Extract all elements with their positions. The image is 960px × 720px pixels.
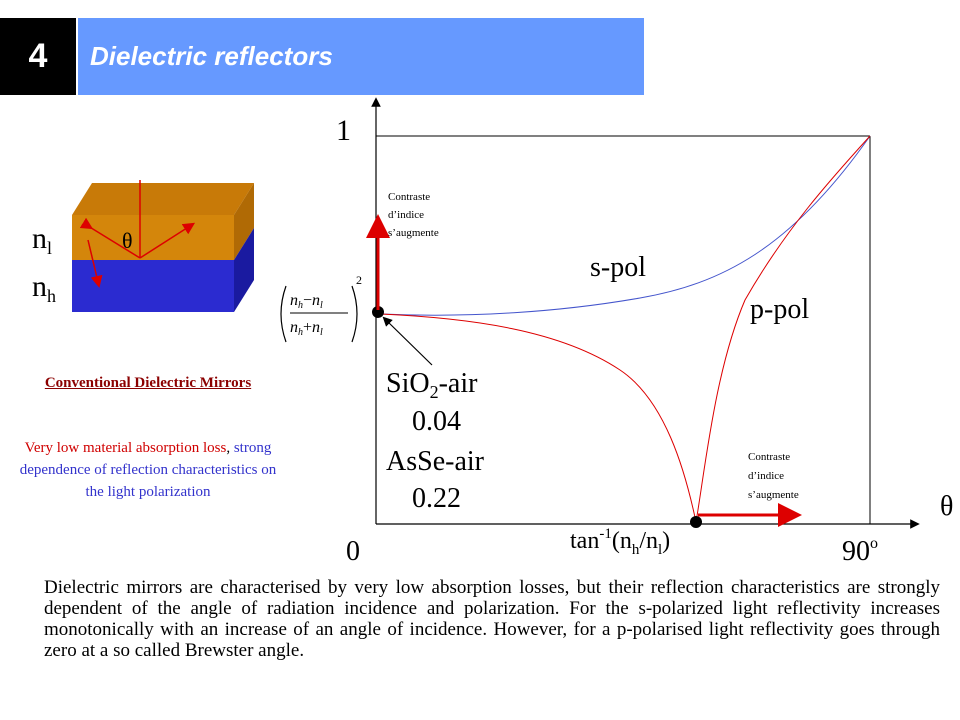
s-pol-label: s-pol: [590, 252, 646, 283]
slide-title: Dielectric reflectors: [78, 18, 644, 95]
y-max-label: 1: [336, 114, 351, 147]
svg-text:d’indice: d’indice: [748, 470, 784, 482]
caption-blue-text: strong dependence of reflection characte…: [19, 440, 277, 500]
x-end-label: 90o: [842, 535, 878, 567]
pointer-arrow: [382, 316, 433, 366]
svg-text:s’augmente: s’augmente: [388, 227, 439, 239]
normal-incidence-point: [372, 306, 384, 318]
svg-text:2: 2: [356, 273, 362, 287]
sio2-value: 0.04: [412, 406, 461, 437]
bottom-layer-side-face: [234, 228, 254, 312]
svg-text:d’indice: d’indice: [388, 209, 424, 221]
refracted-ray: [87, 239, 103, 288]
s-pol-curve: [379, 135, 871, 316]
caption-title: Conventional Dielectric Mirrors: [44, 375, 252, 391]
caption-separator: ,: [226, 440, 234, 456]
bottom-layer-front-face: [72, 260, 234, 312]
svg-text:nh+nl: nh+nl: [290, 319, 323, 338]
asse-value: 0.22: [412, 483, 461, 514]
n-high-label: nh: [32, 270, 56, 306]
incident-ray: [79, 217, 141, 259]
x-zero-label: 0: [346, 536, 360, 567]
reflected-ray: [139, 222, 196, 259]
brewster-angle-label: tan-1(nh/nl): [570, 526, 670, 558]
dielectric-layers-block: [72, 180, 254, 312]
reflectance-formula: nh−nl nh+nl 2: [280, 273, 362, 343]
theta-axis-label: θ: [940, 491, 953, 522]
top-layer-top-face: [72, 183, 254, 215]
svg-text:nh−nl: nh−nl: [290, 292, 323, 311]
contrast-label-top: Contraste d’indice s’augmente: [388, 191, 439, 239]
top-layer-front-face: [72, 215, 234, 260]
contrast-label-bottom: Contraste d’indice s’augmente: [748, 451, 799, 501]
theta-symbol: θ: [122, 228, 133, 253]
sio2-label: SiO2-air: [386, 368, 478, 402]
slide-number: 4: [0, 18, 76, 95]
asse-label: AsSe-air: [386, 446, 485, 477]
p-pol-label: p-pol: [750, 294, 809, 325]
description-paragraph: Dielectric mirrors are characterised by …: [44, 577, 940, 661]
brewster-point: [690, 516, 702, 528]
n-low-label: nl: [32, 222, 52, 258]
svg-text:Contraste: Contraste: [388, 191, 430, 203]
caption-red-text: Very low material absorption loss: [24, 440, 227, 456]
caption-body: Very low material absorption loss, stron…: [14, 437, 282, 503]
top-layer-side-face: [234, 183, 254, 260]
svg-text:s’augmente: s’augmente: [748, 489, 799, 501]
svg-text:Contraste: Contraste: [748, 451, 790, 463]
